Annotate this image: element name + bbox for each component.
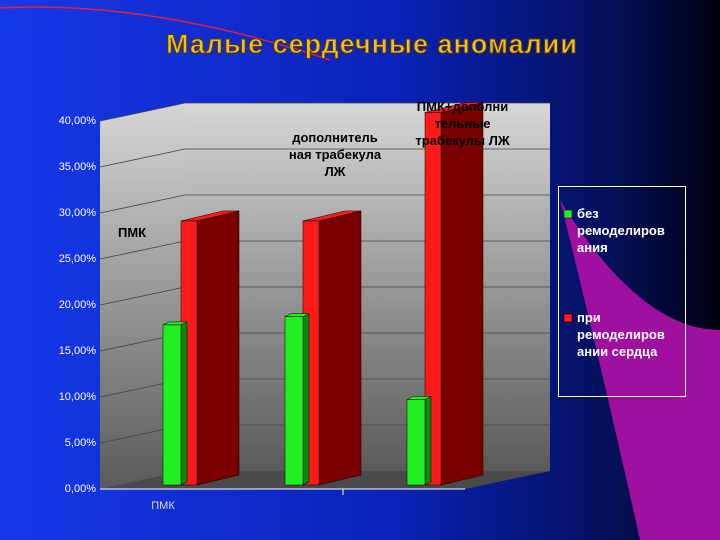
y-tick-label: 0,00% [65, 483, 96, 495]
legend [558, 186, 686, 397]
legend-label: при ремоделиров ании сердца [577, 310, 665, 359]
annotation: ПМК+дополни тельные трабекулы ЛЖ [415, 99, 510, 148]
decor-band [560, 200, 720, 540]
annotation: ПМК [118, 225, 147, 240]
y-tick-label: 25,00% [59, 253, 97, 265]
x-tick-label: ПМК [151, 500, 175, 512]
grid-line [99, 286, 186, 306]
bar-side [424, 396, 432, 486]
bar-side [196, 210, 240, 486]
grid-line [99, 148, 186, 168]
bar-side [318, 210, 362, 486]
bar [162, 324, 182, 486]
y-tick-label: 40,00% [59, 115, 97, 127]
y-tick-label: 5,00% [65, 437, 96, 449]
grid-line [99, 102, 186, 122]
legend-label: без ремоделиров ания [577, 206, 665, 255]
y-tick-label: 35,00% [59, 161, 97, 173]
bar [406, 399, 426, 486]
y-tick-label: 20,00% [59, 299, 97, 311]
y-tick-label: 15,00% [59, 345, 97, 357]
bar [284, 316, 304, 486]
grid-line [99, 240, 186, 260]
bar [424, 112, 442, 486]
annotation: дополнитель ная трабекула ЛЖ [288, 130, 382, 179]
bar-side [180, 321, 188, 486]
y-tick-label: 10,00% [59, 391, 97, 403]
legend-swatch [563, 209, 573, 219]
legend-swatch [563, 313, 573, 323]
bar-side [302, 313, 310, 486]
bar-side [440, 102, 484, 486]
chart-title: Малые сердечные аномалии [166, 29, 578, 59]
y-tick-label: 30,00% [59, 207, 97, 219]
decor-line [0, 6, 331, 61]
grid-line [99, 194, 186, 214]
